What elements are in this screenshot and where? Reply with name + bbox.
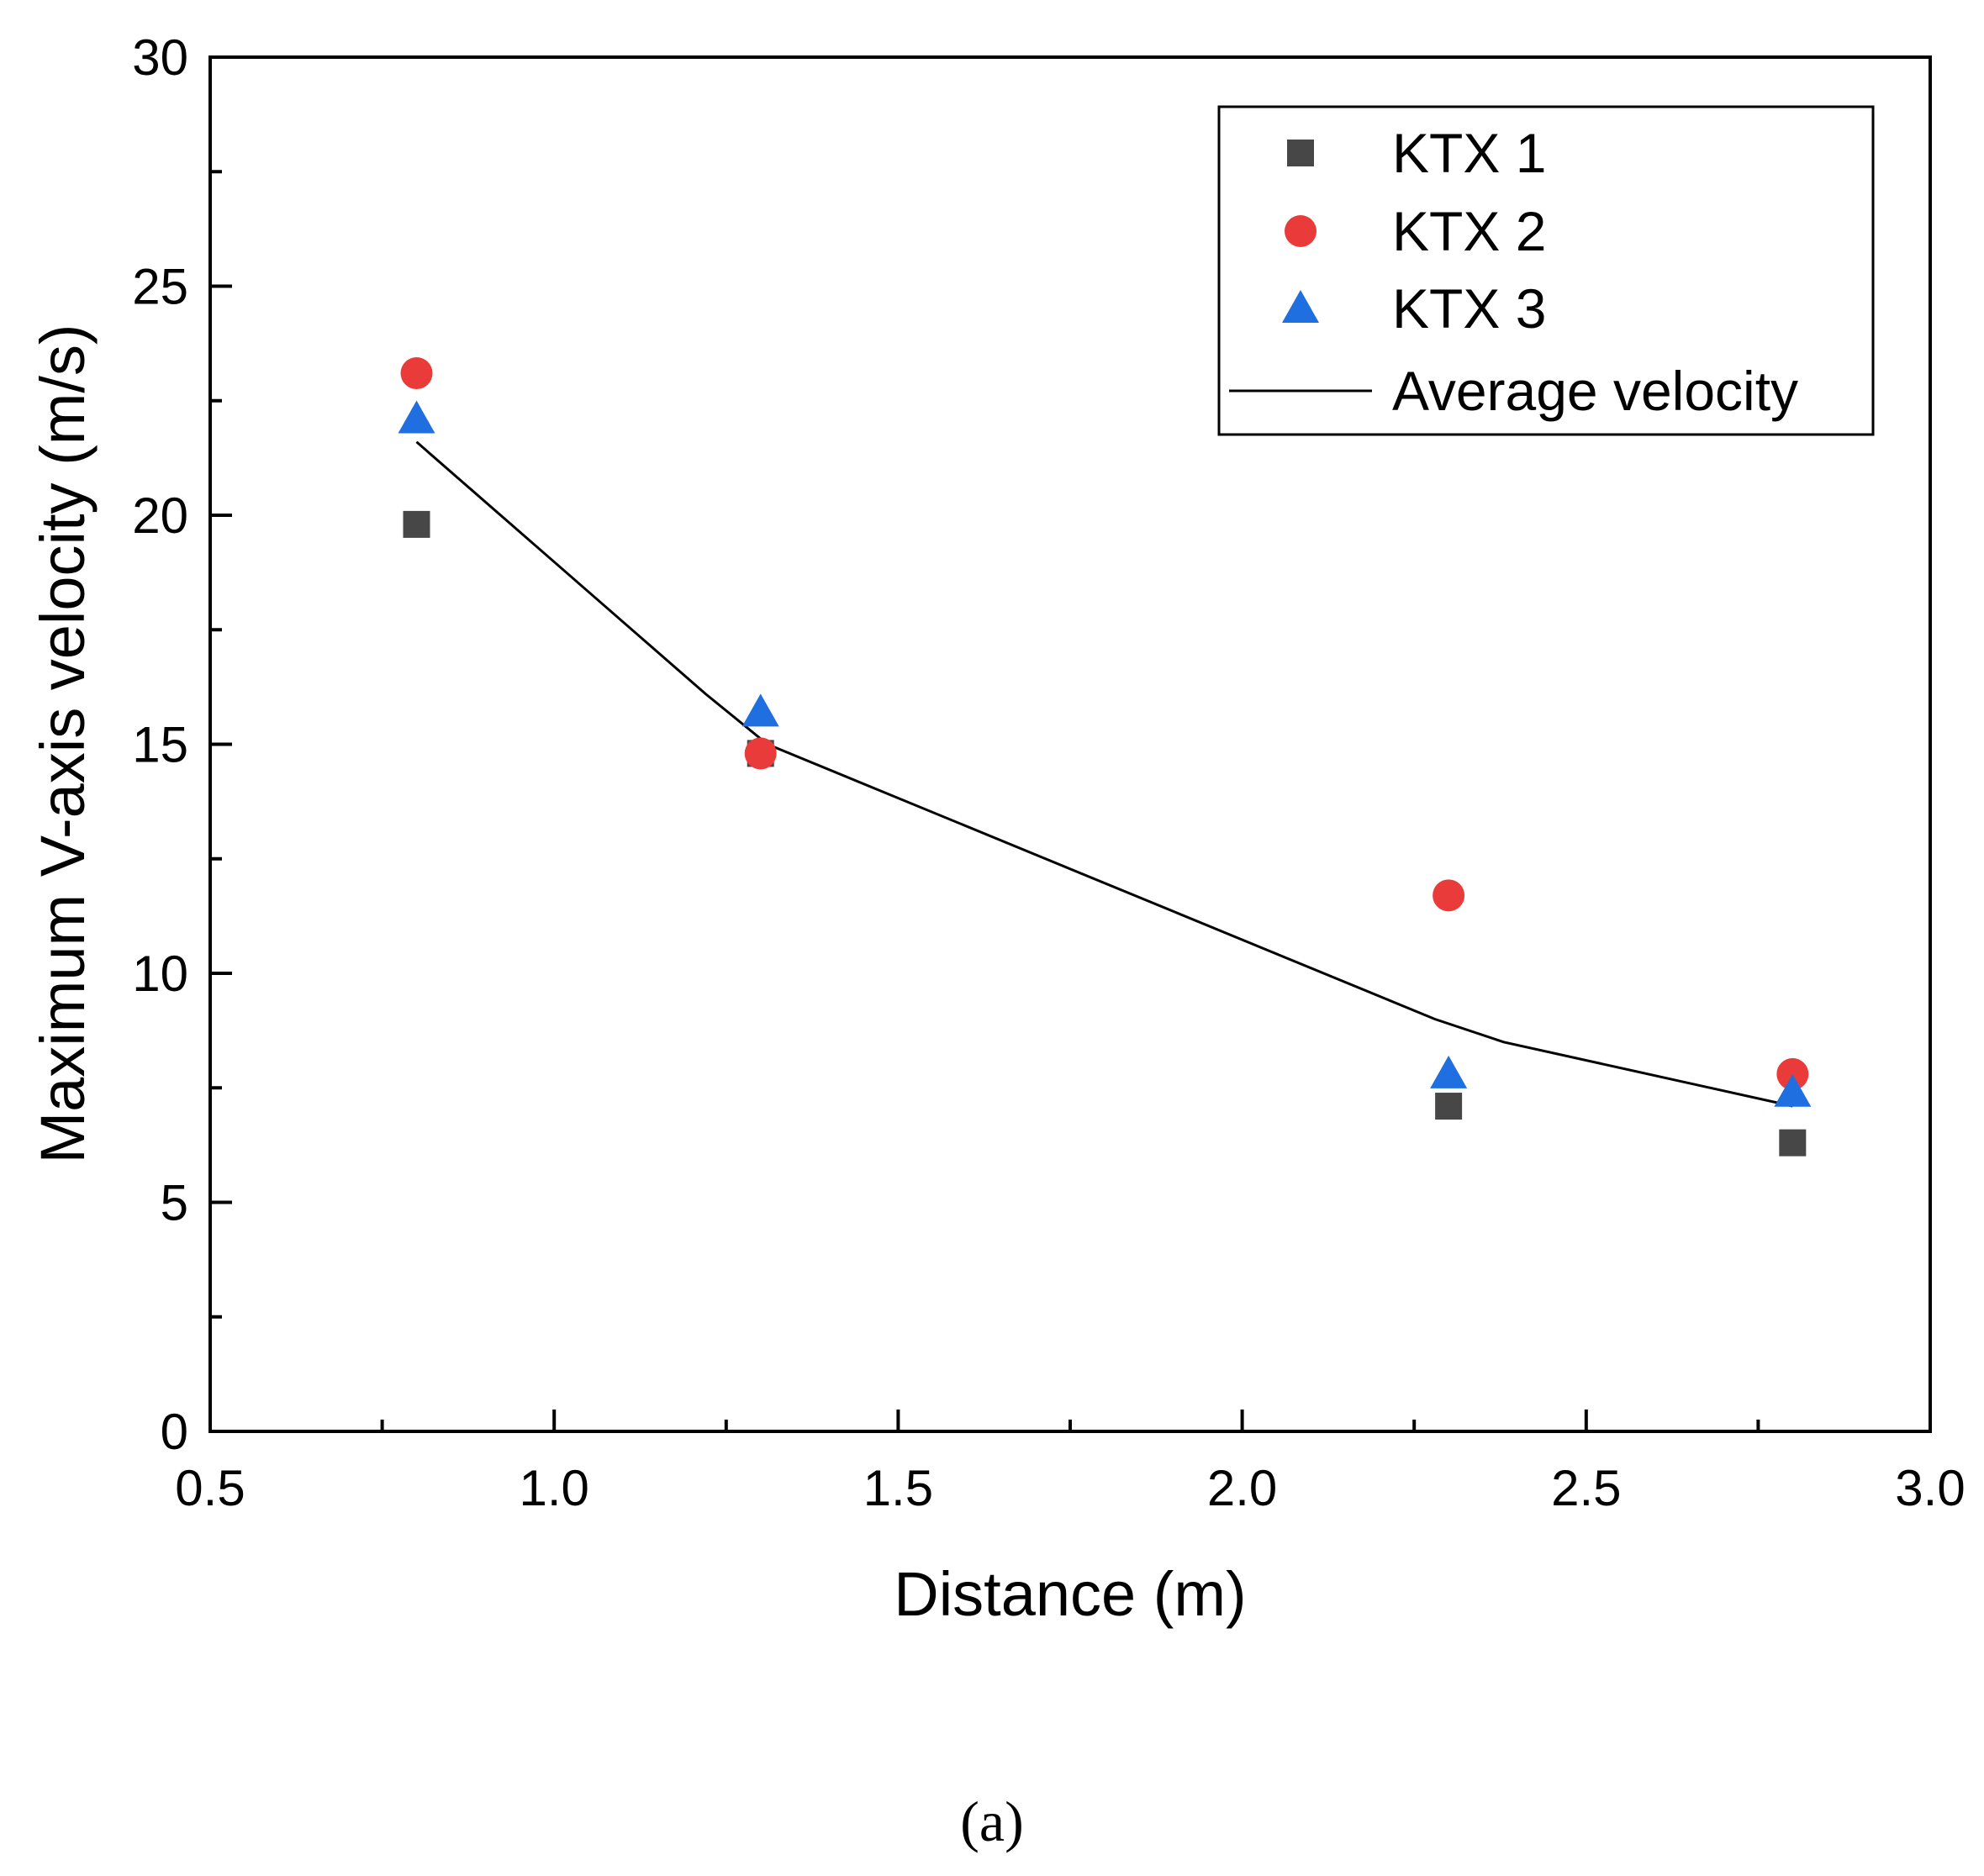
average-line-group [415,440,1793,1108]
y-tick-label: 20 [132,487,188,544]
y-tick-label: 25 [132,259,188,315]
legend-box [1217,105,1875,436]
ktx-2-point [1433,879,1465,912]
y-axis-title: Maximum V-axis velocity (m/s) [28,324,98,1163]
legend-marker-ktx-2 [1285,215,1317,247]
legend-label-ktx-3: KTX 3 [1392,277,1546,340]
data-markers [398,357,1812,1157]
legend-label-ktx-1: KTX 1 [1392,122,1546,184]
legend-label-ktx-2: KTX 2 [1392,200,1546,262]
ktx-3-point [1430,1055,1468,1088]
ktx-1-point [403,510,430,538]
x-tick-label: 0.5 [175,1460,245,1516]
legend: KTX 1 KTX 2 KTX 3 Average velocity [1217,105,1875,436]
x-axis-title: Distance (m) [894,1559,1246,1629]
axis-ticks: 0.5 1.0 1.5 2.0 2.5 3.0 0 5 10 15 20 25 30 [132,29,1965,1516]
y-tick-label: 5 [161,1175,188,1231]
x-tick-label: 1.0 [519,1460,588,1516]
y-tick-label: 0 [161,1404,188,1460]
ktx-1-point [1435,1093,1463,1120]
legend-items: KTX 1 KTX 2 KTX 3 Average velocity [1229,122,1798,422]
x-tick-label: 1.5 [863,1460,933,1516]
ktx-3-point [1774,1073,1812,1107]
x-tick-label: 3.0 [1895,1460,1965,1516]
ktx-3-point [741,693,779,727]
legend-label-average-velocity: Average velocity [1392,360,1798,422]
legend-marker-ktx-3 [1282,290,1319,323]
legend-marker-ktx-1 [1287,140,1314,166]
y-tick-label: 15 [132,717,188,773]
x-tick-label: 2.5 [1551,1460,1621,1516]
ktx-2-point [744,737,777,770]
ktx-1-point [1779,1129,1807,1157]
y-tick-label: 30 [132,29,188,86]
x-tick-label: 2.0 [1207,1460,1277,1516]
y-tick-label: 10 [132,946,188,1002]
figure-caption: (a) [960,1789,1023,1853]
ktx-2-point [400,357,433,390]
ktx-3-point [398,400,435,434]
average-velocity-line [415,440,1793,1108]
